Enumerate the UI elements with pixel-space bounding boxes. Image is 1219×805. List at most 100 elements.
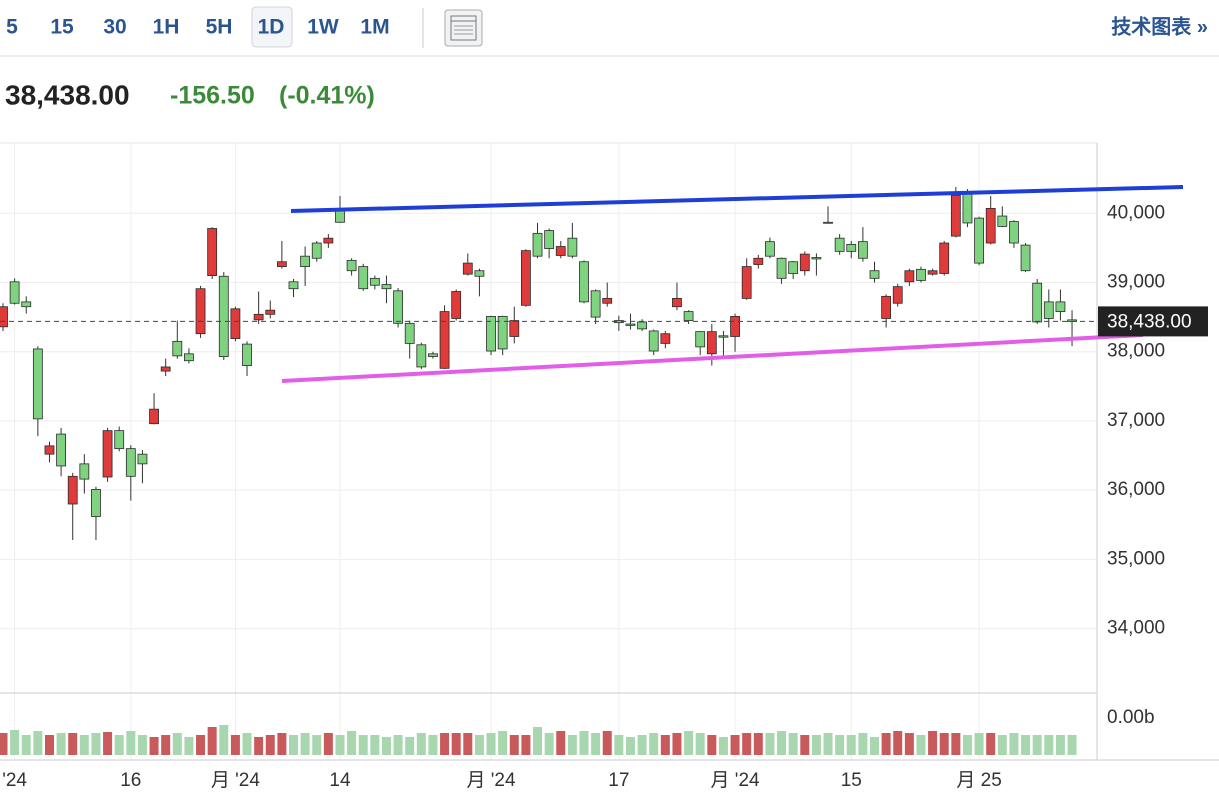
interval-button[interactable]: 30 [103,16,126,39]
candle-body [32,348,43,420]
x-tick-label: 月 '24 [211,770,260,791]
volume-bar [265,735,275,755]
candle-body [0,306,8,328]
candle-body [962,192,973,224]
candle-body [869,270,880,279]
volume-bar [556,731,566,755]
technical-chart-link[interactable]: 技术图表 » [1111,14,1208,38]
volume-bar [800,735,810,755]
y-tick-label: 35,000 [1107,548,1165,569]
candle-body [253,313,264,321]
candle-body [834,237,845,252]
candle-body [683,311,694,321]
candle-body [474,270,485,277]
interval-button[interactable]: 1W [307,16,339,39]
volume-bar [161,735,171,755]
x-tick-label: 月 '24 [467,770,516,791]
candle-body [137,453,148,465]
candle-body [184,353,194,362]
volume-bar [928,731,938,755]
x-tick-label: '24 [2,770,27,791]
candles [0,186,1097,755]
candle-body [311,242,322,259]
volume-bar [974,733,984,755]
volume-bar [614,735,624,755]
volume-bar [951,733,961,755]
y-tick-label: 37,000 [1107,410,1165,431]
candle-body [218,275,229,357]
volume-bar [335,735,345,755]
interval-button[interactable]: 1H [153,16,180,39]
volume-bar [684,731,694,755]
volume-bar [68,733,78,755]
volume-bar [486,733,496,755]
candle-body [276,261,287,267]
candle-body [579,261,589,303]
layout-icon[interactable] [444,9,483,47]
candle-body [811,257,822,260]
candle-body [788,261,799,274]
volume-bar [440,733,450,755]
volume-bar [637,735,647,755]
volume-bar [44,735,54,755]
candle-body [1009,221,1019,244]
volume-bar [893,731,903,755]
volume-bar [219,725,229,755]
candle-body [718,335,729,338]
candle-body [904,270,915,283]
candle-body [741,266,752,299]
candle-body [230,308,241,339]
volume-bar [521,735,531,755]
volume-bar [91,733,101,755]
interval-button[interactable]: 15 [50,16,74,39]
volume-bar [707,735,717,755]
candle-body [160,366,171,372]
candle-body [753,257,764,265]
volume-bar [986,733,996,755]
volume-bar [730,735,740,755]
volume-bar [405,737,415,755]
volume-bar [811,735,821,755]
interval-button[interactable]: 1D [258,16,285,39]
candle-body [172,340,183,357]
price: 38,438.00 [5,79,130,110]
interval-button[interactable]: 1M [360,16,389,39]
candle-body [79,463,90,480]
volume-bar [544,733,554,755]
volume-bar [695,733,705,755]
volume-bar [79,735,89,755]
volume-bar [625,737,635,755]
y-tick-label: 38,000 [1107,341,1165,362]
change-pct: (-0.41%) [279,82,375,110]
candle-body [1043,301,1054,319]
candle-body [672,298,682,308]
candle-body [1020,244,1031,272]
candle-body [346,259,357,272]
volume-bar [1067,735,1077,755]
candle-body [939,242,950,274]
volume-axis-label: 0.00b [1107,707,1155,728]
volume-bar [184,737,194,755]
candle-body [997,215,1008,227]
labels: 5 15 30 1H 5H 1D 1W 1M 34,000 35,000 36,000 37,000 3… [2,16,1208,791]
volume-bar [660,735,670,755]
candle-body [974,217,984,264]
candle-body [532,232,543,257]
volume-bar [21,735,31,755]
toolbar: 技术图表 » [0,6,1219,57]
candle-body [1032,282,1043,323]
candle-body [881,295,892,319]
candle-body [706,331,717,355]
candle-body [567,237,578,257]
candle-body [323,237,334,244]
volume-bar [962,735,972,755]
interval-button[interactable]: 5H [206,16,233,39]
volume-bar [1021,735,1031,755]
candle-body [695,331,706,348]
volume-bar [277,733,287,755]
interval-button[interactable]: 5 [6,16,18,39]
volume-bar [579,731,589,755]
volume-bar [207,727,217,755]
volume-bar [103,732,113,755]
